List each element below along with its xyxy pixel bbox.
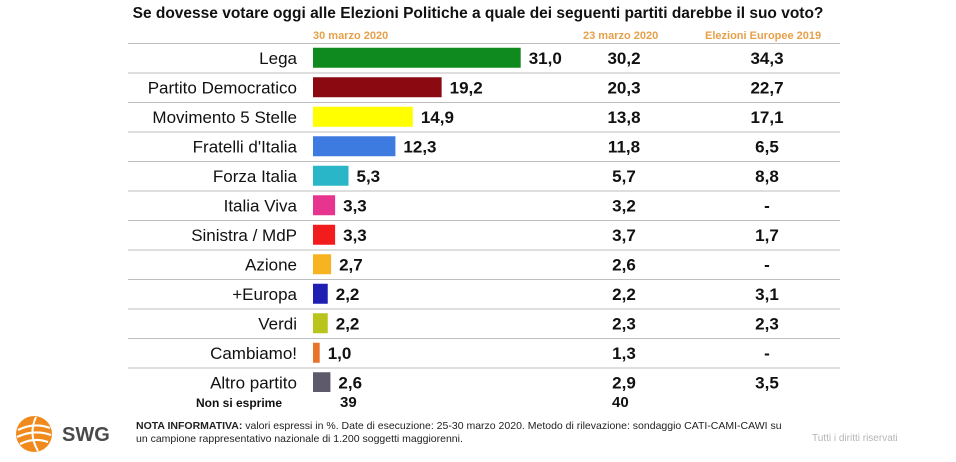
party-label: Partito Democratico: [148, 78, 297, 97]
non-si-esprime-label: Non si esprime: [196, 396, 283, 410]
note-text: valori espressi in %. Date di esecuzione…: [136, 420, 782, 445]
bar-value-label: 19,2: [450, 78, 483, 97]
bar-chart: Lega 31,0 30,2 34,3 Partito Democratico 19,2 2…: [128, 43, 840, 392]
previous-value: 5,7: [612, 167, 636, 186]
swg-logo-icon: [16, 416, 52, 452]
european-value: 2,3: [755, 314, 779, 333]
bar: [313, 372, 331, 392]
party-label: Sinistra / MdP: [191, 226, 297, 245]
column-header-current: 30 marzo 2020: [313, 30, 389, 42]
bar-value-label: 31,0: [529, 49, 562, 68]
european-value: -: [764, 255, 770, 274]
previous-value: 2,3: [612, 314, 636, 333]
previous-value: 2,9: [612, 373, 636, 392]
previous-value: 11,8: [608, 137, 640, 156]
european-value: -: [764, 196, 770, 215]
bar-value-label: 5,3: [357, 167, 381, 186]
party-label: Verdi: [258, 314, 297, 333]
party-label: Cambiamo!: [210, 344, 297, 363]
previous-value: 13,8: [607, 108, 640, 127]
european-value: 8,8: [755, 167, 779, 186]
bar: [313, 136, 396, 157]
european-value: 6,5: [755, 137, 779, 156]
previous-value: 3,7: [612, 226, 636, 245]
note-heading: NOTA INFORMATIVA:: [136, 420, 243, 432]
european-value: 17,1: [750, 108, 783, 127]
brand-name: SWG: [62, 424, 110, 446]
party-label: Azione: [245, 255, 297, 274]
bar-value-label: 3,3: [343, 226, 367, 245]
bar: [313, 254, 332, 275]
non-si-esprime-previous: 40: [612, 394, 629, 411]
european-value: 3,1: [755, 285, 779, 304]
bar-value-label: 2,6: [338, 373, 362, 392]
european-value: 22,7: [750, 78, 783, 97]
bar: [313, 224, 336, 245]
bar: [313, 165, 349, 186]
non-si-esprime-current: 39: [340, 394, 357, 411]
column-header-european: Elezioni Europee 2019: [705, 30, 822, 42]
party-label: +Europa: [232, 285, 297, 304]
european-value: 34,3: [750, 49, 783, 68]
rights-notice: Tutti i diritti riservati: [812, 433, 898, 444]
bar: [313, 195, 336, 216]
party-label: Fratelli d'Italia: [193, 137, 298, 156]
party-label: Movimento 5 Stelle: [152, 108, 297, 127]
previous-value: 3,2: [612, 196, 636, 215]
bar: [313, 106, 413, 127]
bar: [313, 313, 328, 334]
european-value: -: [764, 344, 770, 363]
european-value: 3,5: [755, 373, 779, 392]
bar-value-label: 2,2: [336, 314, 360, 333]
bar-value-label: 3,3: [343, 196, 367, 215]
bar-value-label: 2,7: [339, 255, 363, 274]
previous-value: 2,2: [612, 285, 636, 304]
bar: [313, 77, 442, 98]
bar: [313, 283, 328, 304]
party-label: Lega: [259, 49, 297, 68]
previous-value: 20,3: [607, 78, 640, 97]
previous-value: 2,6: [612, 255, 636, 274]
bar-value-label: 14,9: [421, 108, 454, 127]
party-label: Altro partito: [210, 373, 297, 392]
methodology-note: NOTA INFORMATIVA: valori espressi in %. …: [136, 420, 786, 446]
european-value: 1,7: [755, 226, 779, 245]
bar: [313, 342, 320, 363]
previous-value: 1,3: [612, 344, 636, 363]
bar-value-label: 12,3: [403, 137, 436, 156]
previous-value: 30,2: [607, 49, 640, 68]
bar-value-label: 2,2: [336, 285, 360, 304]
bar-value-label: 1,0: [328, 344, 352, 363]
chart-title: Se dovesse votare oggi alle Elezioni Pol…: [132, 5, 824, 22]
party-label: Italia Viva: [224, 196, 298, 215]
column-header-previous: 23 marzo 2020: [583, 30, 659, 42]
bar: [313, 47, 521, 68]
party-label: Forza Italia: [213, 167, 298, 186]
